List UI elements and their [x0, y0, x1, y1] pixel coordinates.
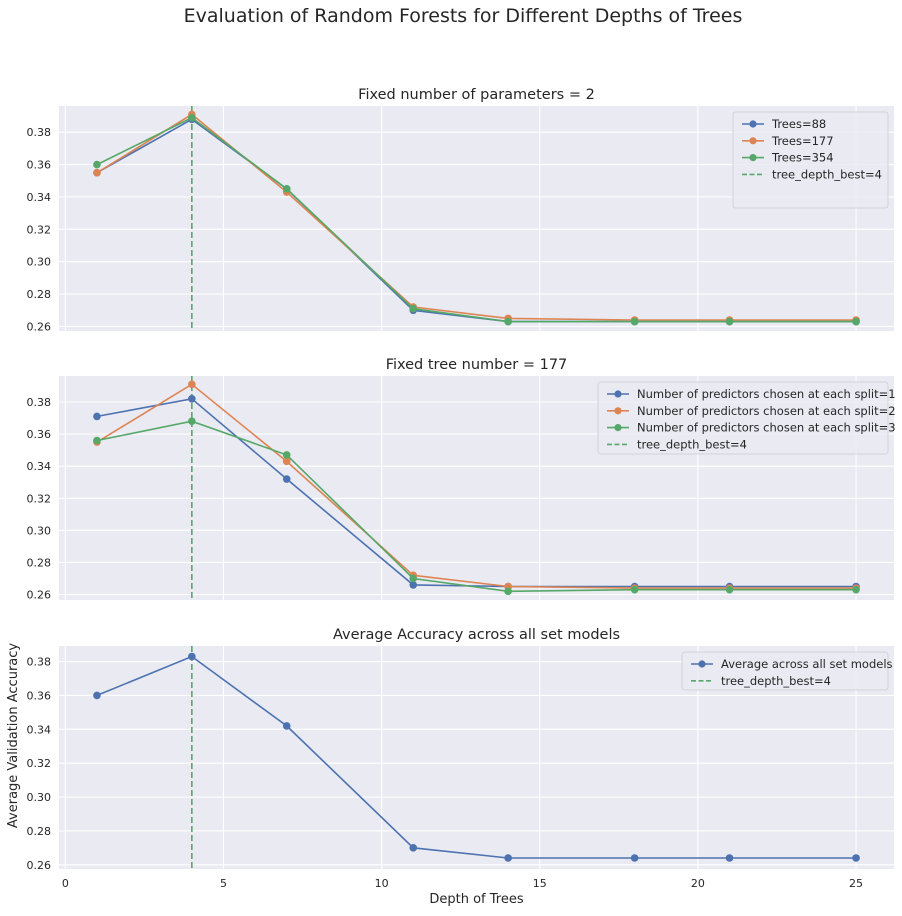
y-tick-label: 0.38 — [27, 656, 52, 669]
legend-entry: tree_depth_best=4 — [772, 167, 882, 181]
x-tick-label: 25 — [849, 877, 863, 890]
legend-entry: Trees=354 — [771, 151, 834, 165]
y-tick-label: 0.30 — [27, 791, 52, 804]
legend-marker — [698, 660, 706, 668]
legend-entry: Number of predictors chosen at each spli… — [637, 404, 896, 418]
x-axis-label: Depth of Trees — [429, 892, 523, 907]
y-tick-label: 0.32 — [27, 223, 52, 236]
legend-entry: tree_depth_best=4 — [721, 674, 831, 688]
legend: Average across all set models tree_depth_… — [681, 651, 893, 691]
legend-marker — [614, 407, 622, 415]
y-tick-label: 0.26 — [27, 859, 52, 872]
series-line-1 — [96, 655, 856, 859]
data-point — [93, 436, 101, 445]
data-point — [188, 394, 196, 403]
data-point — [282, 457, 291, 466]
x-tick-label: 5 — [220, 877, 227, 890]
panel-title: Fixed tree number = 177 — [386, 357, 568, 373]
x-tick-label: 20 — [691, 877, 705, 890]
y-tick-label: 0.30 — [27, 256, 52, 269]
data-point — [409, 581, 418, 589]
data-point — [630, 854, 639, 862]
series-line-3 — [96, 116, 856, 323]
data-point — [630, 585, 639, 594]
legend-marker — [614, 424, 622, 432]
data-point — [282, 185, 291, 193]
y-tick-label: 0.34 — [27, 460, 52, 473]
data-point — [188, 652, 196, 661]
data-point — [188, 417, 196, 426]
legend-marker — [749, 137, 757, 145]
data-point — [852, 585, 860, 594]
panel-title: Fixed number of parameters = 2 — [358, 87, 595, 103]
legend-entry: Trees=88 — [771, 117, 826, 131]
legend-marker — [749, 154, 757, 162]
data-point — [188, 380, 196, 389]
y-axis-label: Average Validation Accuracy — [6, 643, 21, 828]
plot-panel-1: 0.26 0.28 0.30 0.32 0.34 0.36 0.38 Fixed number… — [27, 87, 894, 333]
data-point — [409, 574, 418, 583]
y-tick-label: 0.26 — [27, 589, 52, 602]
data-point — [188, 113, 196, 122]
panel-title: Average Accuracy across all set models — [333, 627, 620, 643]
data-point — [504, 854, 512, 862]
data-point — [93, 691, 101, 700]
data-point — [409, 844, 418, 852]
legend-marker — [614, 390, 622, 398]
y-tick-label: 0.34 — [27, 191, 52, 204]
data-point — [630, 317, 639, 326]
plot-panel-3: 0.26 0.28 0.30 0.32 0.34 0.36 0.38 0 5 10 15 20 25 Av… — [6, 627, 894, 907]
y-tick-label: 0.36 — [27, 428, 52, 441]
legend-entry: Average across all set models — [721, 657, 893, 671]
y-tick-label: 0.28 — [27, 288, 52, 301]
data-point — [852, 854, 860, 862]
data-point — [93, 160, 101, 169]
data-point — [725, 854, 734, 862]
y-tick-label: 0.32 — [27, 757, 52, 770]
y-tick-label: 0.38 — [27, 126, 52, 139]
series-line-3 — [96, 420, 856, 593]
y-tick-label: 0.34 — [27, 723, 52, 736]
data-point — [725, 317, 734, 326]
data-point — [852, 317, 860, 326]
data-point — [93, 412, 101, 421]
data-point — [504, 587, 512, 596]
legend-entry: tree_depth_best=4 — [637, 437, 747, 451]
y-tick-label: 0.38 — [27, 396, 52, 409]
data-point — [282, 451, 291, 459]
legend-marker — [749, 120, 757, 128]
legend-entry: Number of predictors chosen at each spli… — [637, 421, 896, 435]
legend: Number of predictors chosen at each spli… — [597, 381, 896, 455]
plot-panel-2: 0.26 0.28 0.30 0.32 0.34 0.36 0.38 Fixed tree n… — [27, 357, 896, 602]
data-point — [409, 304, 418, 313]
data-point — [282, 722, 291, 730]
legend-box — [597, 381, 889, 455]
series-line-2 — [96, 383, 856, 589]
legend: Trees=88 Trees=177 Trees=354 tree_depth_bes… — [732, 111, 889, 209]
y-tick-label: 0.36 — [27, 159, 52, 172]
figure-title: Evaluation of Random Forests for Differe… — [184, 5, 743, 27]
x-tick-label: 10 — [375, 877, 389, 890]
legend-box — [681, 651, 889, 691]
y-tick-label: 0.28 — [27, 825, 52, 838]
y-tick-label: 0.32 — [27, 492, 52, 505]
legend-box — [732, 111, 889, 209]
y-tick-label: 0.30 — [27, 524, 52, 537]
x-tick-label: 15 — [533, 877, 547, 890]
y-tick-label: 0.28 — [27, 556, 52, 569]
data-point — [725, 585, 734, 594]
y-tick-label: 0.26 — [27, 320, 52, 333]
data-point — [93, 168, 101, 177]
legend-entry: Trees=177 — [771, 134, 834, 148]
series-line-2 — [96, 113, 856, 321]
legend-entry: Number of predictors chosen at each spli… — [637, 387, 896, 401]
data-point — [282, 475, 291, 483]
x-tick-label: 0 — [62, 877, 69, 890]
y-tick-label: 0.36 — [27, 689, 52, 702]
data-point — [504, 317, 512, 326]
